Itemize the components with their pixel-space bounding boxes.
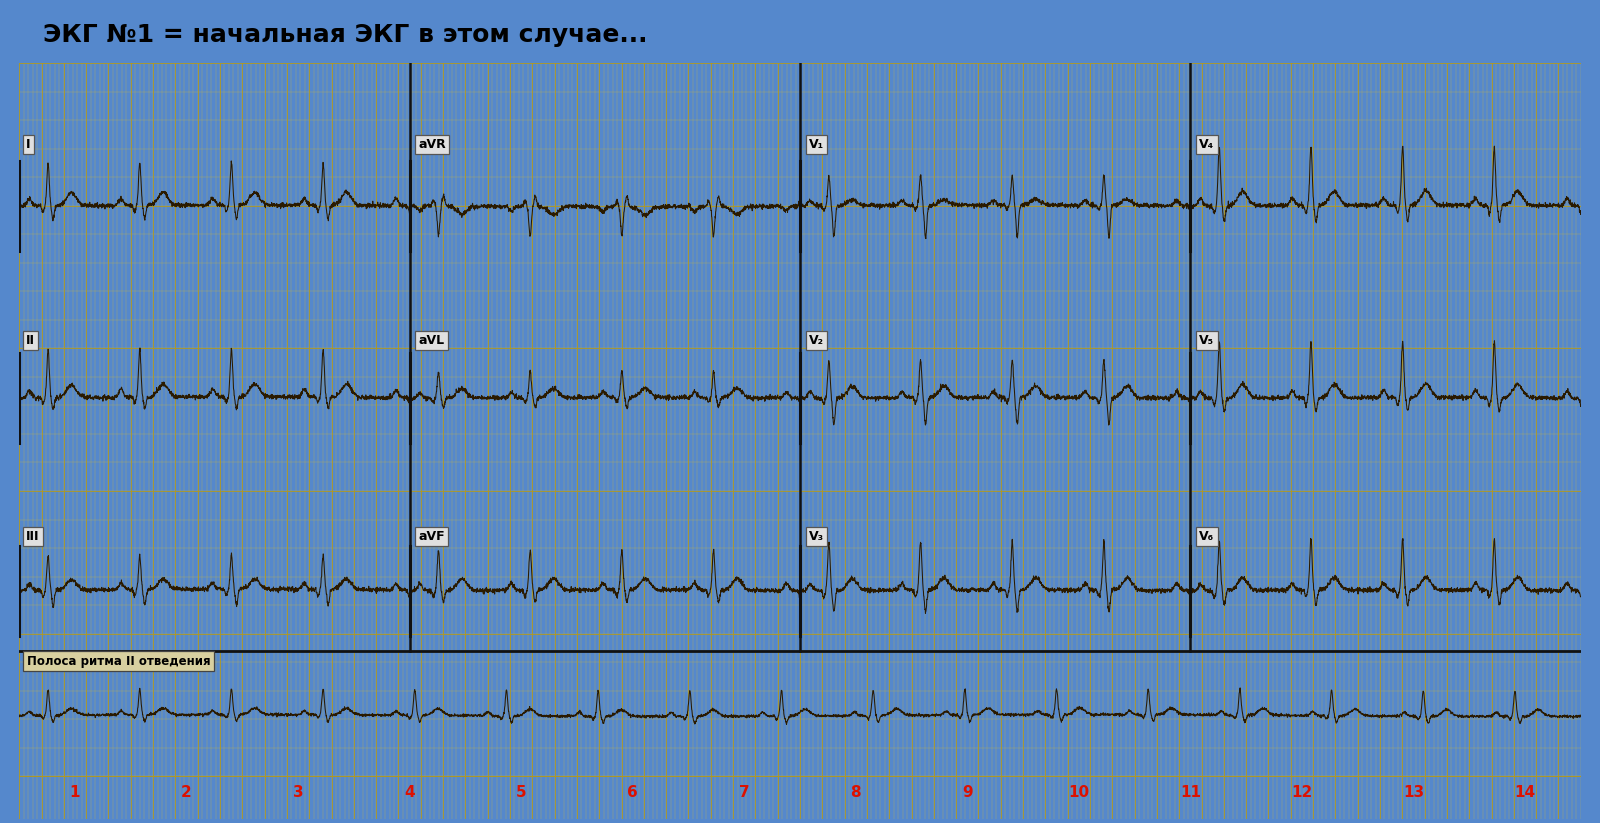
Text: 7: 7 [739, 785, 749, 800]
Text: 10: 10 [1069, 785, 1090, 800]
Text: 1: 1 [70, 785, 80, 800]
Text: V₅: V₅ [1200, 334, 1214, 347]
Text: 11: 11 [1179, 785, 1202, 800]
Text: ЭКГ №1 = начальная ЭКГ в этом случае...: ЭКГ №1 = начальная ЭКГ в этом случае... [43, 23, 646, 47]
Text: 4: 4 [405, 785, 414, 800]
Text: 8: 8 [851, 785, 861, 800]
Text: II: II [26, 334, 35, 347]
Text: 9: 9 [962, 785, 973, 800]
Text: 6: 6 [627, 785, 638, 800]
Text: aVF: aVF [419, 530, 445, 543]
Text: V₃: V₃ [810, 530, 824, 543]
Text: 5: 5 [515, 785, 526, 800]
Text: V₄: V₄ [1200, 138, 1214, 151]
Text: III: III [26, 530, 40, 543]
Text: 14: 14 [1515, 785, 1536, 800]
Text: Полоса ритма II отведения: Полоса ритма II отведения [27, 655, 211, 668]
Text: aVL: aVL [419, 334, 445, 347]
Text: 13: 13 [1403, 785, 1424, 800]
Text: I: I [26, 138, 30, 151]
Text: 2: 2 [181, 785, 192, 800]
Text: 12: 12 [1291, 785, 1312, 800]
Text: V₁: V₁ [810, 138, 824, 151]
Text: 3: 3 [293, 785, 304, 800]
Text: V₂: V₂ [810, 334, 824, 347]
Text: V₆: V₆ [1200, 530, 1214, 543]
Text: aVR: aVR [419, 138, 446, 151]
